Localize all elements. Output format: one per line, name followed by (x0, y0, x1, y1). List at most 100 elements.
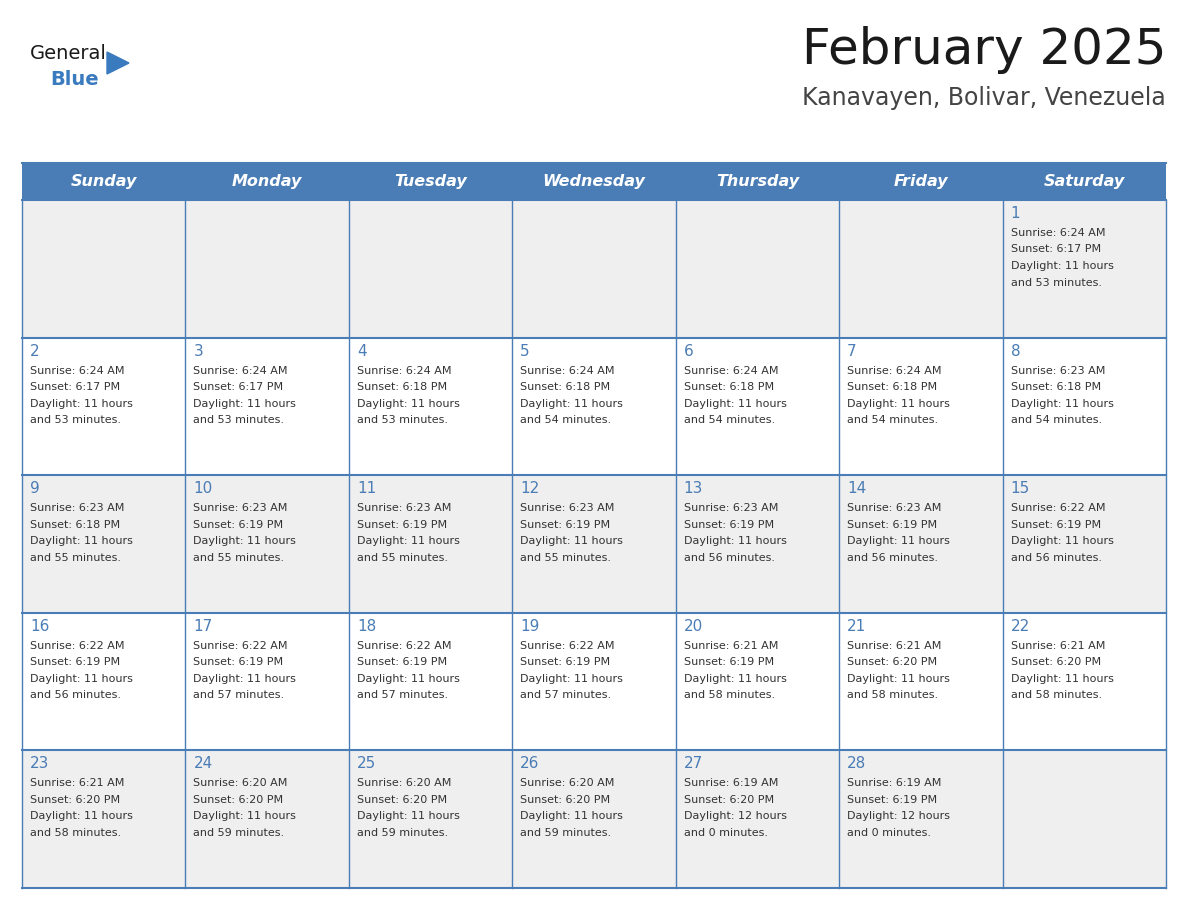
Text: Sunset: 6:19 PM: Sunset: 6:19 PM (1011, 520, 1101, 530)
Text: 18: 18 (356, 619, 377, 633)
Text: Sunset: 6:18 PM: Sunset: 6:18 PM (356, 382, 447, 392)
Text: Sunrise: 6:19 AM: Sunrise: 6:19 AM (684, 778, 778, 789)
Text: Monday: Monday (232, 174, 302, 189)
Text: Daylight: 11 hours: Daylight: 11 hours (847, 674, 950, 684)
Text: Sunset: 6:19 PM: Sunset: 6:19 PM (684, 657, 773, 667)
Text: and 55 minutes.: and 55 minutes. (30, 553, 121, 563)
Text: Daylight: 11 hours: Daylight: 11 hours (1011, 674, 1113, 684)
Text: Daylight: 11 hours: Daylight: 11 hours (30, 674, 133, 684)
Text: 5: 5 (520, 343, 530, 359)
Text: Daylight: 11 hours: Daylight: 11 hours (1011, 261, 1113, 271)
Text: Kanavayen, Bolivar, Venezuela: Kanavayen, Bolivar, Venezuela (802, 86, 1165, 110)
Text: and 55 minutes.: and 55 minutes. (194, 553, 284, 563)
Text: and 56 minutes.: and 56 minutes. (1011, 553, 1101, 563)
Text: 20: 20 (684, 619, 703, 633)
Text: 3: 3 (194, 343, 203, 359)
Text: and 0 minutes.: and 0 minutes. (684, 828, 767, 838)
Text: 25: 25 (356, 756, 377, 771)
Text: and 55 minutes.: and 55 minutes. (520, 553, 612, 563)
Text: Sunrise: 6:22 AM: Sunrise: 6:22 AM (520, 641, 614, 651)
Text: Sunrise: 6:24 AM: Sunrise: 6:24 AM (847, 365, 942, 375)
Text: Sunrise: 6:21 AM: Sunrise: 6:21 AM (684, 641, 778, 651)
Text: 1: 1 (1011, 206, 1020, 221)
Text: and 56 minutes.: and 56 minutes. (684, 553, 775, 563)
Text: Daylight: 11 hours: Daylight: 11 hours (520, 674, 624, 684)
Text: 15: 15 (1011, 481, 1030, 497)
Polygon shape (107, 52, 129, 74)
Text: Sunset: 6:19 PM: Sunset: 6:19 PM (194, 520, 284, 530)
Bar (23, 338, 1165, 476)
Text: 26: 26 (520, 756, 539, 771)
Text: Daylight: 11 hours: Daylight: 11 hours (194, 812, 296, 822)
Text: Sunrise: 6:21 AM: Sunrise: 6:21 AM (847, 641, 942, 651)
Text: and 59 minutes.: and 59 minutes. (194, 828, 285, 838)
Text: Sunrise: 6:22 AM: Sunrise: 6:22 AM (194, 641, 287, 651)
Text: Sunset: 6:19 PM: Sunset: 6:19 PM (520, 520, 611, 530)
Text: Sunrise: 6:23 AM: Sunrise: 6:23 AM (847, 503, 942, 513)
Text: 24: 24 (194, 756, 213, 771)
Text: Sunset: 6:20 PM: Sunset: 6:20 PM (30, 795, 120, 805)
Text: and 59 minutes.: and 59 minutes. (356, 828, 448, 838)
Text: Daylight: 11 hours: Daylight: 11 hours (194, 398, 296, 409)
Text: Saturday: Saturday (1044, 174, 1125, 189)
Text: Daylight: 11 hours: Daylight: 11 hours (194, 674, 296, 684)
Text: Sunrise: 6:24 AM: Sunrise: 6:24 AM (30, 365, 125, 375)
Text: Sunset: 6:20 PM: Sunset: 6:20 PM (1011, 657, 1101, 667)
Text: Daylight: 11 hours: Daylight: 11 hours (1011, 398, 1113, 409)
Text: Sunset: 6:19 PM: Sunset: 6:19 PM (847, 520, 937, 530)
Text: 12: 12 (520, 481, 539, 497)
Text: 11: 11 (356, 481, 377, 497)
Text: Daylight: 11 hours: Daylight: 11 hours (520, 398, 624, 409)
Bar (23, 476, 1165, 613)
Bar (23, 163, 1165, 200)
Text: Tuesday: Tuesday (394, 174, 467, 189)
Text: Sunrise: 6:23 AM: Sunrise: 6:23 AM (194, 503, 287, 513)
Text: Sunrise: 6:24 AM: Sunrise: 6:24 AM (356, 365, 451, 375)
Text: and 0 minutes.: and 0 minutes. (847, 828, 931, 838)
Text: 14: 14 (847, 481, 866, 497)
Text: 10: 10 (194, 481, 213, 497)
Text: Sunset: 6:19 PM: Sunset: 6:19 PM (194, 657, 284, 667)
Text: Daylight: 11 hours: Daylight: 11 hours (684, 536, 786, 546)
Text: 4: 4 (356, 343, 366, 359)
Text: and 53 minutes.: and 53 minutes. (30, 415, 121, 425)
Text: Daylight: 11 hours: Daylight: 11 hours (520, 536, 624, 546)
Text: and 58 minutes.: and 58 minutes. (30, 828, 121, 838)
Text: Daylight: 11 hours: Daylight: 11 hours (847, 398, 950, 409)
Text: Sunrise: 6:21 AM: Sunrise: 6:21 AM (1011, 641, 1105, 651)
Text: Thursday: Thursday (716, 174, 800, 189)
Text: 21: 21 (847, 619, 866, 633)
Text: and 57 minutes.: and 57 minutes. (520, 690, 612, 700)
Text: 28: 28 (847, 756, 866, 771)
Text: Daylight: 11 hours: Daylight: 11 hours (1011, 536, 1113, 546)
Text: 2: 2 (30, 343, 39, 359)
Text: Daylight: 11 hours: Daylight: 11 hours (356, 674, 460, 684)
Text: Sunrise: 6:24 AM: Sunrise: 6:24 AM (520, 365, 614, 375)
Text: 13: 13 (684, 481, 703, 497)
Text: 22: 22 (1011, 619, 1030, 633)
Text: and 54 minutes.: and 54 minutes. (1011, 415, 1101, 425)
Text: Sunset: 6:20 PM: Sunset: 6:20 PM (520, 795, 611, 805)
Text: Daylight: 11 hours: Daylight: 11 hours (847, 536, 950, 546)
Text: Sunset: 6:19 PM: Sunset: 6:19 PM (356, 520, 447, 530)
Text: Daylight: 11 hours: Daylight: 11 hours (356, 812, 460, 822)
Text: and 53 minutes.: and 53 minutes. (1011, 277, 1101, 287)
Text: Sunset: 6:19 PM: Sunset: 6:19 PM (30, 657, 120, 667)
Text: Daylight: 12 hours: Daylight: 12 hours (847, 812, 950, 822)
Text: Sunrise: 6:23 AM: Sunrise: 6:23 AM (1011, 365, 1105, 375)
Text: 23: 23 (30, 756, 50, 771)
Text: Sunrise: 6:24 AM: Sunrise: 6:24 AM (194, 365, 287, 375)
Text: Sunset: 6:20 PM: Sunset: 6:20 PM (847, 657, 937, 667)
Text: Sunrise: 6:22 AM: Sunrise: 6:22 AM (1011, 503, 1105, 513)
Text: General: General (30, 44, 107, 63)
Text: Sunset: 6:18 PM: Sunset: 6:18 PM (1011, 382, 1101, 392)
Text: Wednesday: Wednesday (543, 174, 645, 189)
Text: February 2025: February 2025 (802, 26, 1165, 74)
Text: Sunrise: 6:23 AM: Sunrise: 6:23 AM (520, 503, 614, 513)
Bar (23, 613, 1165, 750)
Text: Sunset: 6:19 PM: Sunset: 6:19 PM (520, 657, 611, 667)
Text: and 57 minutes.: and 57 minutes. (356, 690, 448, 700)
Text: Daylight: 11 hours: Daylight: 11 hours (520, 812, 624, 822)
Text: Sunrise: 6:22 AM: Sunrise: 6:22 AM (356, 641, 451, 651)
Text: and 58 minutes.: and 58 minutes. (684, 690, 775, 700)
